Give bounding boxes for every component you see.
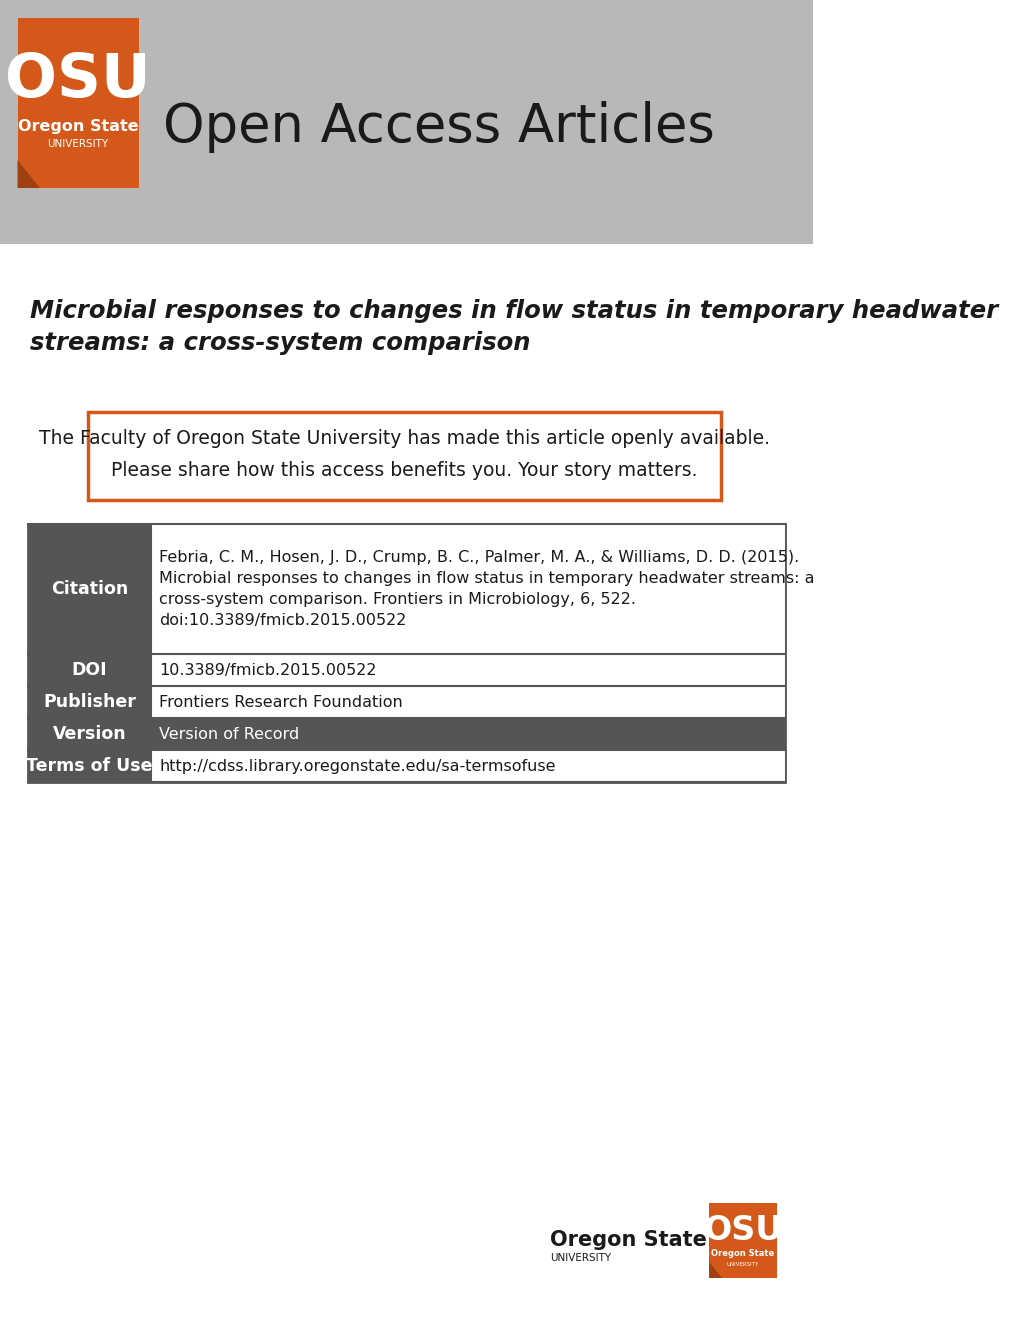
Bar [28,524,151,655]
Bar [28,718,151,750]
Polygon shape [17,160,40,187]
Bar [17,18,139,187]
Bar [151,718,785,750]
Bar [0,0,812,244]
Text: OSU: OSU [703,1214,782,1247]
Text: Frontiers Research Foundation: Frontiers Research Foundation [159,694,403,710]
Text: Open Access Articles: Open Access Articles [163,102,714,153]
Bar [28,750,151,783]
Bar [28,524,785,783]
Bar [28,686,151,718]
Text: streams: a cross-system comparison: streams: a cross-system comparison [31,331,530,355]
Bar [151,686,785,718]
Text: http://cdss.library.oregonstate.edu/sa-termsofuse: http://cdss.library.oregonstate.edu/sa-t… [159,759,555,774]
Text: DOI: DOI [71,661,107,680]
Text: 10.3389/fmicb.2015.00522: 10.3389/fmicb.2015.00522 [159,663,376,677]
FancyBboxPatch shape [88,412,720,500]
Text: Publisher: Publisher [43,693,136,711]
Bar [28,655,151,686]
Text: Version of Record: Version of Record [159,727,300,742]
Bar [151,750,785,783]
Bar [151,655,785,686]
Text: Oregon State: Oregon State [710,1249,774,1258]
Bar [708,1203,776,1278]
Text: OSU: OSU [5,50,151,110]
Text: UNIVERSITY: UNIVERSITY [549,1253,610,1263]
Text: Version: Version [53,725,126,743]
Text: The Faculty of Oregon State University has made this article openly available.: The Faculty of Oregon State University h… [39,429,769,447]
Polygon shape [708,1262,721,1278]
Text: Oregon State: Oregon State [549,1230,706,1250]
Text: Microbial responses to changes in flow status in temporary headwater: Microbial responses to changes in flow s… [31,300,998,323]
Text: Oregon State: Oregon State [17,119,139,133]
Text: UNIVERSITY: UNIVERSITY [48,139,109,149]
Text: Febria, C. M., Hosen, J. D., Crump, B. C., Palmer, M. A., & Williams, D. D. (201: Febria, C. M., Hosen, J. D., Crump, B. C… [159,550,814,628]
Text: Terms of Use: Terms of Use [26,758,153,775]
Text: UNIVERSITY: UNIVERSITY [727,1262,758,1267]
Text: Please share how this access benefits you. Your story matters.: Please share how this access benefits yo… [111,461,697,479]
Text: Citation: Citation [51,581,128,598]
Bar [151,524,785,655]
